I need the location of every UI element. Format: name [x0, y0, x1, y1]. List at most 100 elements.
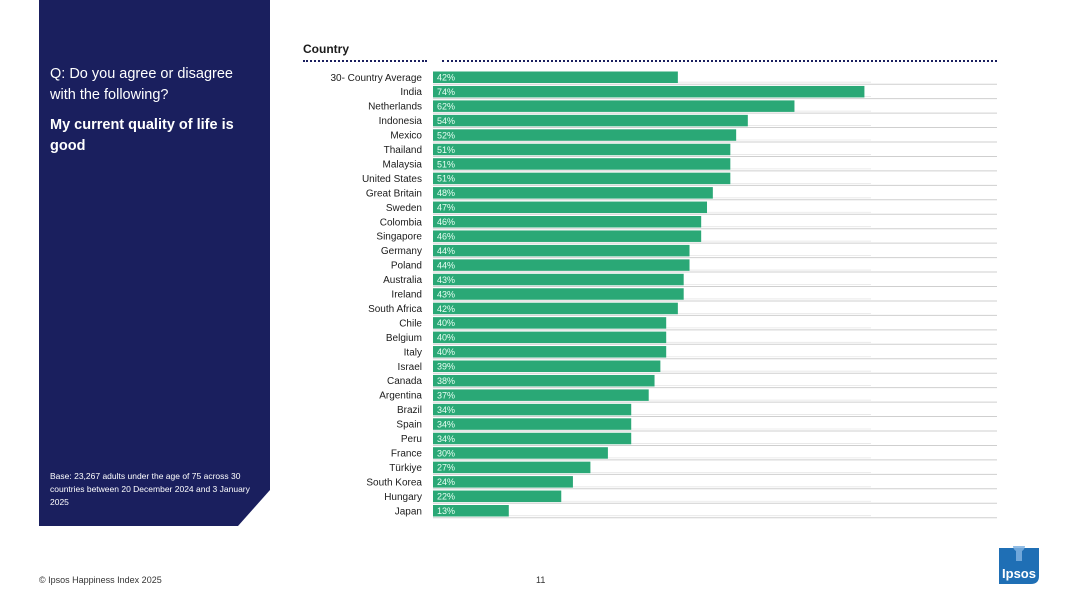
bar — [433, 389, 649, 401]
bar — [433, 85, 865, 98]
bar — [433, 172, 731, 185]
category-label: Mexico — [390, 131, 422, 142]
category-label: Chile — [399, 318, 422, 329]
bar — [433, 302, 678, 315]
category-label: Poland — [391, 261, 422, 272]
dotted-divider-right — [442, 60, 997, 62]
bar-value-label: 43% — [437, 275, 455, 285]
bar-value-label: 40% — [437, 318, 455, 328]
bar-value-label: 52% — [437, 130, 455, 140]
bar-value-label: 40% — [437, 347, 455, 357]
bar-value-label: 44% — [437, 260, 455, 270]
footer-copyright: © Ipsos Happiness Index 2025 — [39, 575, 162, 585]
category-label: Japan — [395, 506, 422, 517]
bar-value-label: 51% — [437, 145, 455, 155]
bar-value-label: 37% — [437, 390, 455, 400]
column-title: Country — [303, 42, 349, 56]
category-label: Brazil — [397, 405, 422, 416]
bar — [433, 360, 661, 372]
bar — [433, 158, 731, 170]
bar-value-label: 51% — [437, 174, 455, 184]
bar — [433, 201, 708, 214]
category-label: South Korea — [366, 477, 422, 488]
category-label: United States — [362, 174, 422, 185]
category-label: Australia — [383, 275, 422, 286]
question-panel: Q: Do you agree or disagree with the fol… — [39, 0, 270, 526]
bar — [433, 346, 667, 358]
bar — [433, 100, 795, 112]
category-label: Italy — [404, 347, 422, 358]
bar — [433, 490, 562, 503]
bar-value-label: 48% — [437, 188, 455, 198]
bar — [433, 317, 667, 329]
bar — [433, 143, 731, 156]
bar-value-label: 40% — [437, 333, 455, 343]
ipsos-logo: Ipsos — [999, 546, 1039, 584]
bar-value-label: 42% — [437, 73, 455, 83]
category-label: Canada — [387, 376, 422, 387]
category-label: Türkiye — [389, 463, 422, 474]
category-label: Colombia — [380, 217, 423, 228]
bar — [433, 374, 655, 387]
bar-value-label: 47% — [437, 203, 455, 213]
category-label: Malaysia — [383, 159, 423, 170]
bar-value-label: 13% — [437, 506, 455, 516]
category-label: Israel — [398, 362, 422, 373]
category-label: Spain — [396, 420, 422, 431]
category-label: Singapore — [376, 232, 422, 243]
category-label: Great Britain — [366, 188, 422, 199]
category-label: Peru — [401, 434, 422, 445]
bar-value-label: 42% — [437, 304, 455, 314]
category-label: Germany — [381, 246, 422, 257]
bar-value-label: 38% — [437, 376, 455, 386]
bar — [433, 476, 573, 488]
category-label: Argentina — [379, 391, 422, 402]
bar — [433, 461, 591, 474]
bar-value-label: 46% — [437, 217, 455, 227]
bar — [433, 244, 690, 257]
bar — [433, 187, 713, 199]
bar — [433, 447, 608, 459]
bar — [433, 432, 632, 445]
bar-value-label: 44% — [437, 246, 455, 256]
bar-value-label: 24% — [437, 477, 455, 487]
bar — [433, 418, 632, 430]
bar — [433, 288, 684, 300]
statement-text: My current quality of life is good — [50, 117, 234, 154]
category-label: Belgium — [386, 333, 422, 344]
bar-value-label: 51% — [437, 159, 455, 169]
bar — [433, 129, 737, 141]
bar-value-label: 46% — [437, 232, 455, 242]
bar-value-label: 43% — [437, 289, 455, 299]
bar — [433, 331, 667, 344]
category-label: Sweden — [386, 203, 422, 214]
bar-value-label: 34% — [437, 419, 455, 429]
bar — [433, 114, 748, 127]
question-text: Q: Do you agree or disagree with the fol… — [50, 66, 233, 103]
bar-value-label: 54% — [437, 116, 455, 126]
category-label: Thailand — [384, 145, 422, 156]
category-label: India — [400, 87, 422, 98]
category-label: Hungary — [384, 492, 422, 503]
bar — [433, 273, 684, 286]
bar-value-label: 34% — [437, 405, 455, 415]
category-label: France — [391, 448, 423, 459]
bar — [433, 403, 632, 416]
base-note: Base: 23,267 adults under the age of 75 … — [50, 471, 250, 507]
bar — [433, 259, 690, 271]
bar-value-label: 34% — [437, 434, 455, 444]
bar — [433, 230, 702, 242]
bar-value-label: 39% — [437, 362, 455, 372]
bar-value-label: 62% — [437, 101, 455, 111]
category-label: Netherlands — [368, 102, 422, 113]
bar-value-label: 22% — [437, 492, 455, 502]
category-label: Ireland — [391, 290, 422, 301]
bar-value-label: 74% — [437, 87, 455, 97]
category-label: 30- Country Average — [330, 73, 422, 84]
bar — [433, 71, 678, 83]
page-number: 11 — [536, 575, 546, 585]
category-label: Indonesia — [379, 116, 423, 127]
bar-value-label: 30% — [437, 448, 455, 458]
dotted-divider-left — [303, 60, 427, 62]
